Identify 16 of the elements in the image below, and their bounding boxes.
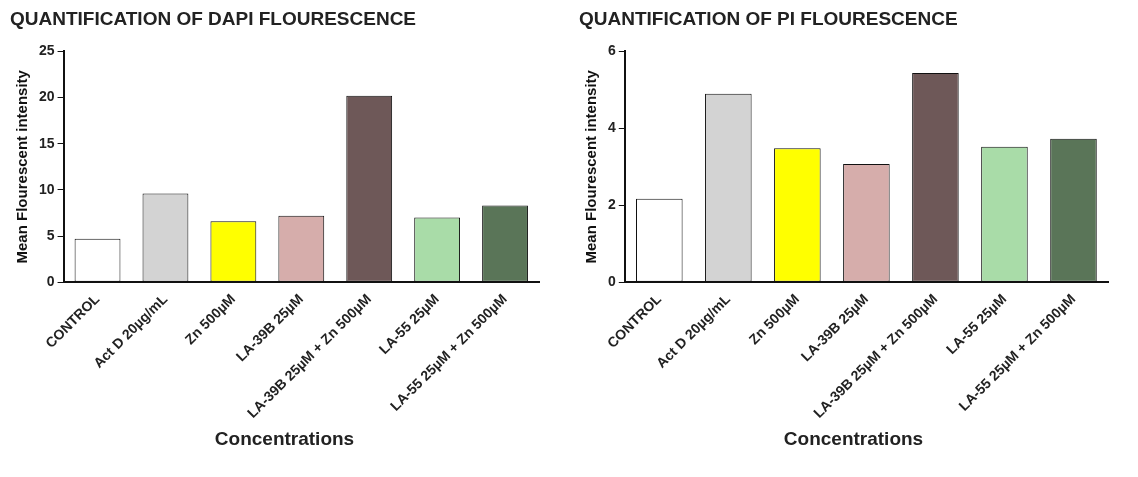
x-axis-title: Concentrations [213,428,356,450]
y-axis-title: Mean Flourescent intensity [13,69,31,264]
y-tick-label: 2 [607,196,616,213]
y-tick-label: 4 [607,119,616,136]
y-tick-label: 25 [38,42,55,59]
y-tick-label: 0 [46,273,55,290]
x-axis-title: Concentrations [782,428,925,450]
y-tick-label: 6 [607,42,616,59]
y-axis-title: Mean Flourescent intensity [582,69,600,264]
y-tick-label: 15 [38,134,55,151]
chart-title: QUANTIFICATION OF PI FLOURESCENCE [579,8,958,30]
y-tick-label: 0 [607,273,616,290]
chart-title: QUANTIFICATION OF DAPI FLOURESCENCE [10,8,417,30]
y-tick-label: 5 [46,226,55,243]
y-tick-label: 10 [38,180,55,197]
y-tick-label: 20 [38,88,55,105]
